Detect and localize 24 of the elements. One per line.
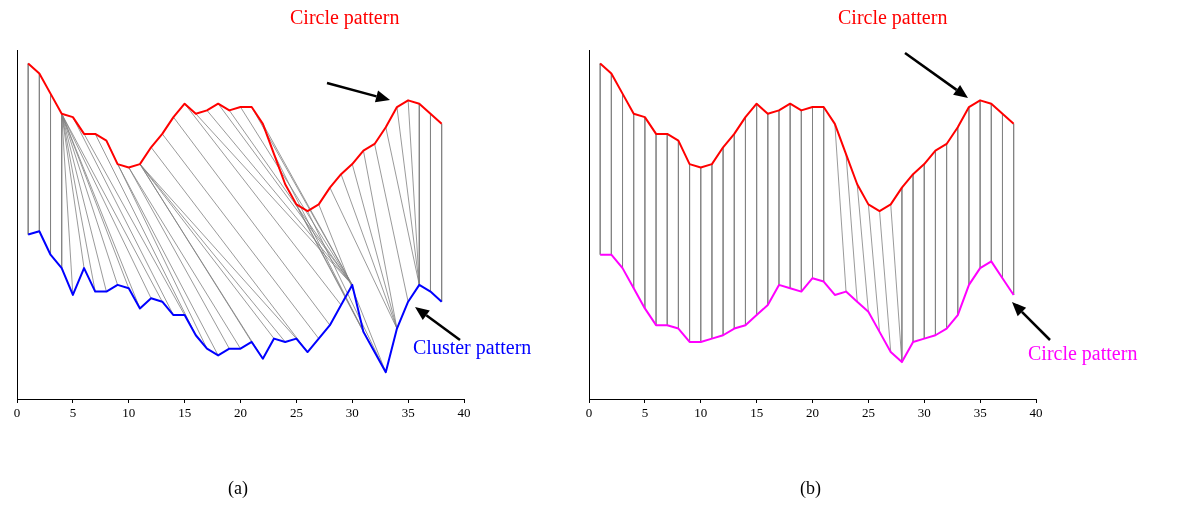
series-label: Cluster pattern bbox=[413, 336, 532, 359]
x-tick-label: 35 bbox=[401, 405, 415, 421]
text: Circle pattern bbox=[1028, 342, 1138, 365]
x-tick-label: 35 bbox=[973, 405, 987, 421]
x-tick-label: 10 bbox=[122, 405, 136, 421]
x-tick-label: 0 bbox=[585, 405, 593, 421]
x-tick-label: 40 bbox=[1029, 405, 1043, 421]
x-tick-label: 5 bbox=[69, 405, 77, 421]
x-tick-label: 30 bbox=[917, 405, 931, 421]
x-tick-label: 25 bbox=[289, 405, 303, 421]
x-tick-label: 5 bbox=[641, 405, 649, 421]
x-tick-label: 15 bbox=[750, 405, 764, 421]
x-tick-label: 0 bbox=[13, 405, 21, 421]
x-tick-label: 25 bbox=[861, 405, 875, 421]
text: Circle pattern bbox=[838, 6, 948, 29]
text: Circle pattern bbox=[290, 6, 400, 29]
x-tick-label: 40 bbox=[457, 405, 471, 421]
text: (a) bbox=[228, 478, 248, 499]
x-tick-label: 15 bbox=[178, 405, 192, 421]
x-tick-label: 10 bbox=[694, 405, 708, 421]
x-tick-label: 30 bbox=[345, 405, 359, 421]
x-tick-label: 20 bbox=[806, 405, 819, 421]
x-tick-label: 20 bbox=[234, 405, 247, 421]
text: (b) bbox=[800, 478, 821, 499]
